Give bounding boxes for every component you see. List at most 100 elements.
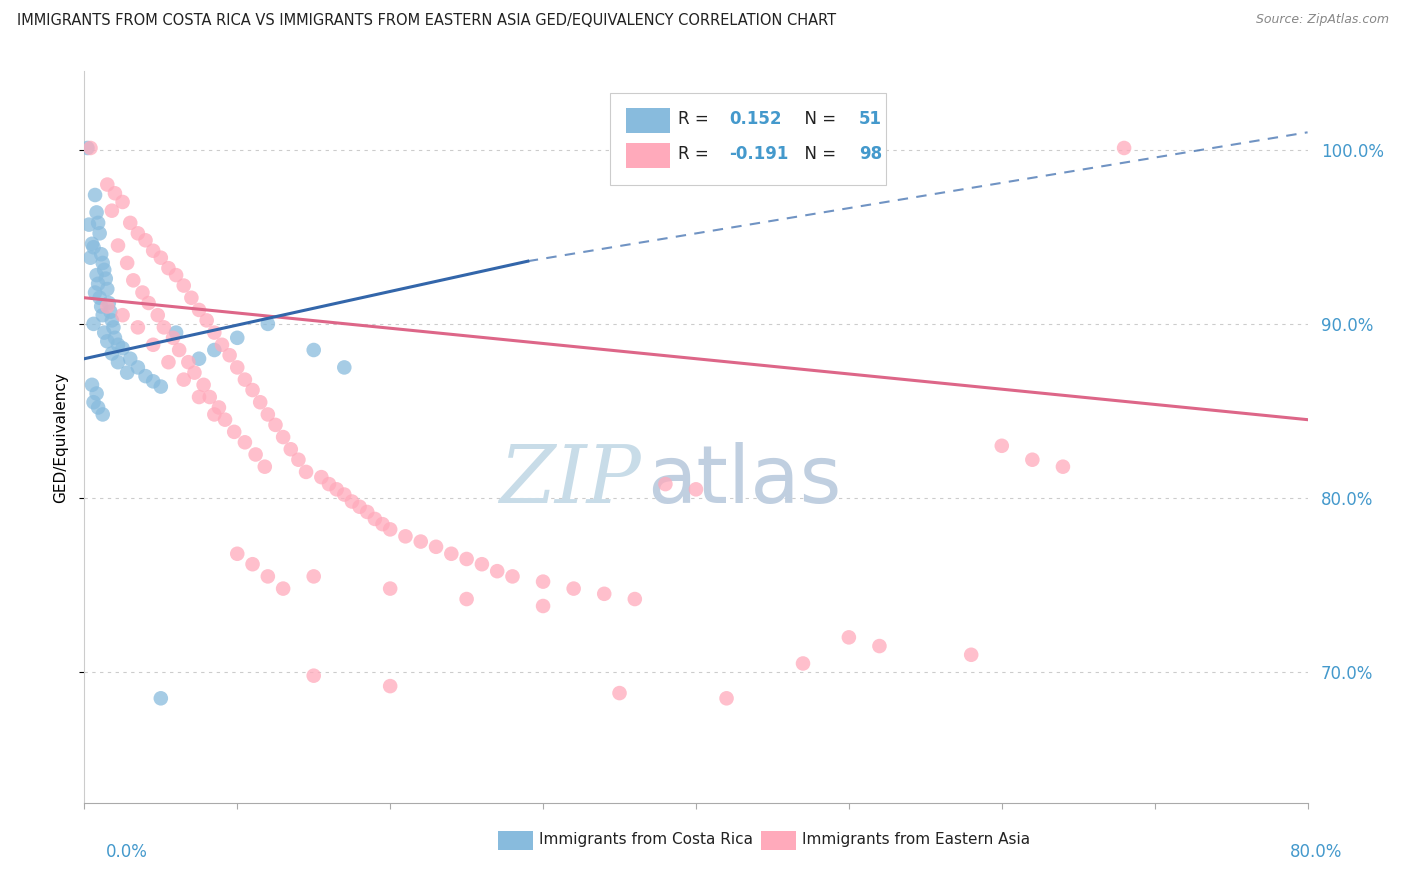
Point (146, 308, 169, 322)
Point (257, 408, 280, 422)
Point (318, 477, 340, 491)
Point (153, 320, 176, 334)
Point (456, 552, 478, 566)
Point (333, 360, 356, 375)
Point (91, 308, 114, 322)
Point (193, 377, 215, 392)
FancyBboxPatch shape (626, 143, 671, 168)
Point (609, 686, 631, 700)
FancyBboxPatch shape (626, 108, 671, 133)
Point (149, 251, 172, 265)
Point (562, 582, 585, 596)
Point (380, 679, 402, 693)
Point (87, 216, 110, 230)
Point (79, 141, 101, 155)
Text: R =: R = (678, 110, 714, 128)
Point (311, 470, 333, 484)
Text: Immigrants from Eastern Asia: Immigrants from Eastern Asia (803, 832, 1031, 847)
Point (208, 401, 231, 415)
Text: Source: ZipAtlas.com: Source: ZipAtlas.com (1256, 13, 1389, 27)
Point (869, 639, 891, 653)
Point (76, 141, 98, 155)
Point (183, 366, 205, 380)
Point (101, 313, 124, 327)
Text: 0.0%: 0.0% (105, 843, 148, 861)
Point (107, 355, 129, 369)
Point (1052, 459, 1074, 474)
Point (173, 373, 195, 387)
Point (716, 691, 738, 706)
Point (302, 343, 325, 357)
Point (167, 343, 190, 357)
Point (80, 236, 103, 251)
Point (253, 459, 276, 474)
Point (127, 320, 149, 334)
Point (242, 383, 264, 397)
Point (87, 277, 110, 291)
Point (120, 216, 142, 230)
Point (188, 302, 211, 317)
Point (135, 233, 157, 247)
Point (101, 346, 124, 360)
Point (271, 582, 294, 596)
Point (96, 282, 118, 296)
Point (127, 360, 149, 375)
Point (83, 395, 105, 409)
Point (654, 477, 676, 491)
Point (87, 401, 110, 415)
Point (91, 408, 114, 422)
Point (349, 500, 371, 514)
Point (157, 355, 180, 369)
Point (202, 343, 225, 357)
Point (245, 448, 267, 462)
Text: 98: 98 (859, 145, 882, 163)
Text: R =: R = (678, 145, 714, 163)
Point (264, 417, 287, 432)
Point (101, 203, 124, 218)
Point (135, 369, 157, 384)
Point (226, 360, 249, 375)
Point (177, 355, 200, 369)
Point (287, 452, 309, 467)
Point (1114, 141, 1136, 155)
Point (960, 648, 983, 662)
Text: Immigrants from Costa Rica: Immigrants from Costa Rica (540, 832, 754, 847)
Point (162, 331, 184, 345)
Point (83, 317, 105, 331)
Point (91, 256, 114, 270)
Point (280, 442, 302, 457)
Point (380, 522, 402, 536)
Point (211, 338, 233, 352)
Point (173, 278, 195, 293)
Point (257, 317, 280, 331)
Text: ZIP: ZIP (499, 442, 641, 520)
Point (77, 218, 100, 232)
Point (242, 558, 264, 572)
Point (198, 390, 221, 404)
Point (96, 178, 118, 192)
Point (486, 564, 509, 578)
Point (97, 296, 120, 310)
Point (202, 408, 225, 422)
Point (685, 483, 707, 497)
Point (104, 186, 127, 201)
Point (93, 263, 115, 277)
Point (83, 240, 105, 254)
Point (115, 256, 138, 270)
Point (98, 304, 121, 318)
Point (138, 296, 160, 310)
Point (94, 271, 117, 285)
Point (165, 268, 187, 282)
Point (271, 430, 294, 444)
Point (1021, 452, 1043, 467)
Point (111, 194, 134, 209)
Point (792, 657, 814, 671)
Text: 0.152: 0.152 (728, 110, 782, 128)
Point (93, 326, 115, 340)
Text: 51: 51 (859, 110, 882, 128)
Point (157, 261, 180, 276)
Point (340, 494, 363, 508)
Point (394, 529, 416, 543)
Point (195, 313, 218, 327)
Point (111, 308, 134, 322)
